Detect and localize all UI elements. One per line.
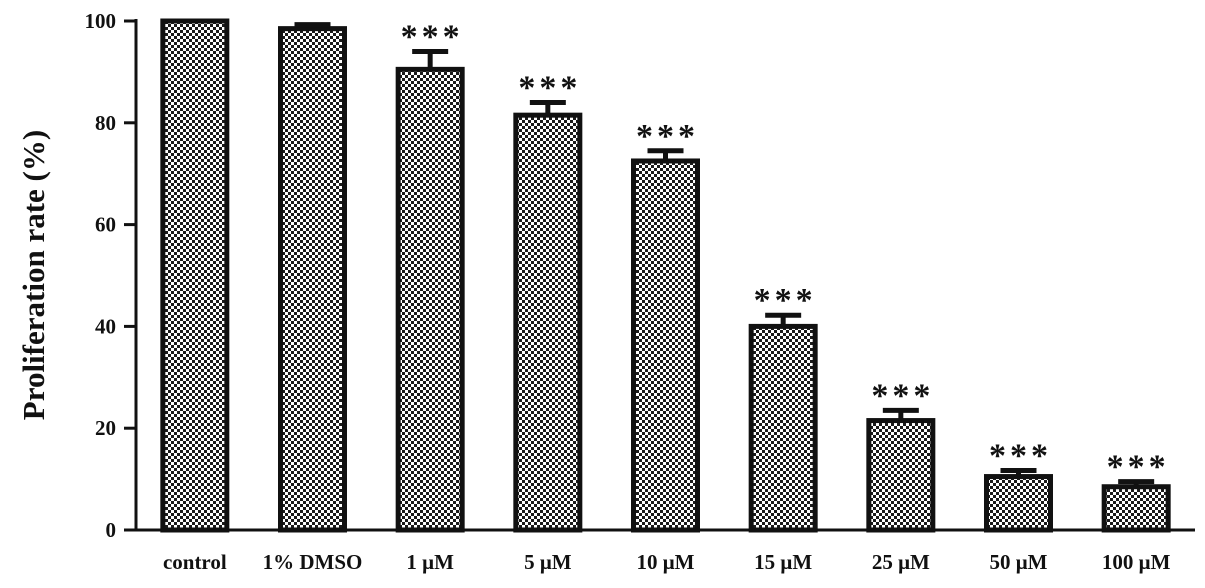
y-tick-label: 60 xyxy=(95,213,116,237)
significance-label: *** xyxy=(754,282,817,319)
significance-label: *** xyxy=(636,118,699,155)
y-tick-label: 80 xyxy=(95,111,116,135)
category-label: 1% DMSO xyxy=(263,550,363,574)
significance-label: *** xyxy=(1107,449,1170,486)
y-tick-label: 20 xyxy=(95,416,116,440)
bar xyxy=(748,323,818,533)
y-tick-label: 100 xyxy=(85,9,117,33)
category-label: 15 μM xyxy=(754,550,812,574)
bar xyxy=(160,18,230,533)
significance-label: *** xyxy=(871,377,934,414)
bar xyxy=(866,418,936,533)
category-label: 25 μM xyxy=(872,550,930,574)
error-bars xyxy=(294,22,1155,487)
significance-label: *** xyxy=(518,69,581,106)
category-label: 50 μM xyxy=(990,550,1048,574)
category-label: 10 μM xyxy=(637,550,695,574)
y-axis-ticks: 0 20 40 60 80 100 xyxy=(85,9,136,542)
y-tick-label: 0 xyxy=(106,518,117,542)
category-label: 100 μM xyxy=(1102,550,1171,574)
significance-label: *** xyxy=(401,19,464,56)
bar xyxy=(395,66,465,533)
category-label: 1 μM xyxy=(406,550,454,574)
category-labels: control 1% DMSO 1 μM 5 μM 10 μM 15 μM 25 μM 50 … xyxy=(163,550,1171,574)
category-label: 5 μM xyxy=(524,550,572,574)
bar xyxy=(513,112,583,533)
y-tick-label: 40 xyxy=(95,314,116,338)
bars xyxy=(160,18,1171,533)
significance-label: *** xyxy=(989,437,1052,474)
y-axis-title: Proliferation rate (%) xyxy=(16,130,51,420)
significance-markers: *** *** *** *** *** *** *** xyxy=(401,19,1170,486)
bar xyxy=(631,158,700,533)
category-label: control xyxy=(163,550,227,574)
bar xyxy=(984,474,1053,533)
bar xyxy=(278,26,347,533)
bar xyxy=(1101,484,1171,533)
